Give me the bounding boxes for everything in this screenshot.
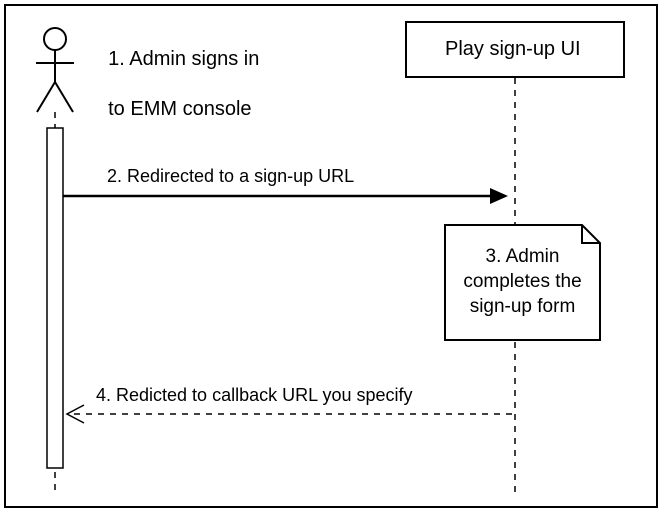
participant-label: Play sign-up UI: [445, 37, 581, 62]
arrow-step4: [67, 405, 512, 423]
note-line1: 3. Admin: [486, 246, 560, 267]
actor-stickman: [36, 28, 74, 112]
note-text: 3. Admin completes the sign-up form: [445, 244, 600, 319]
arrow-step2: [63, 188, 508, 204]
step4-label: 4. Redicted to callback URL you specify: [96, 384, 413, 407]
note-line2: completes the: [463, 271, 581, 292]
step1-label: 1. Admin signs in to EMM console: [97, 22, 259, 122]
note-line3: sign-up form: [470, 296, 576, 317]
step2-label: 2. Redirected to a sign-up URL: [107, 165, 354, 188]
step1-line2: to EMM console: [108, 98, 251, 120]
activation-bar: [47, 128, 63, 468]
step1-line1: 1. Admin signs in: [108, 48, 259, 70]
